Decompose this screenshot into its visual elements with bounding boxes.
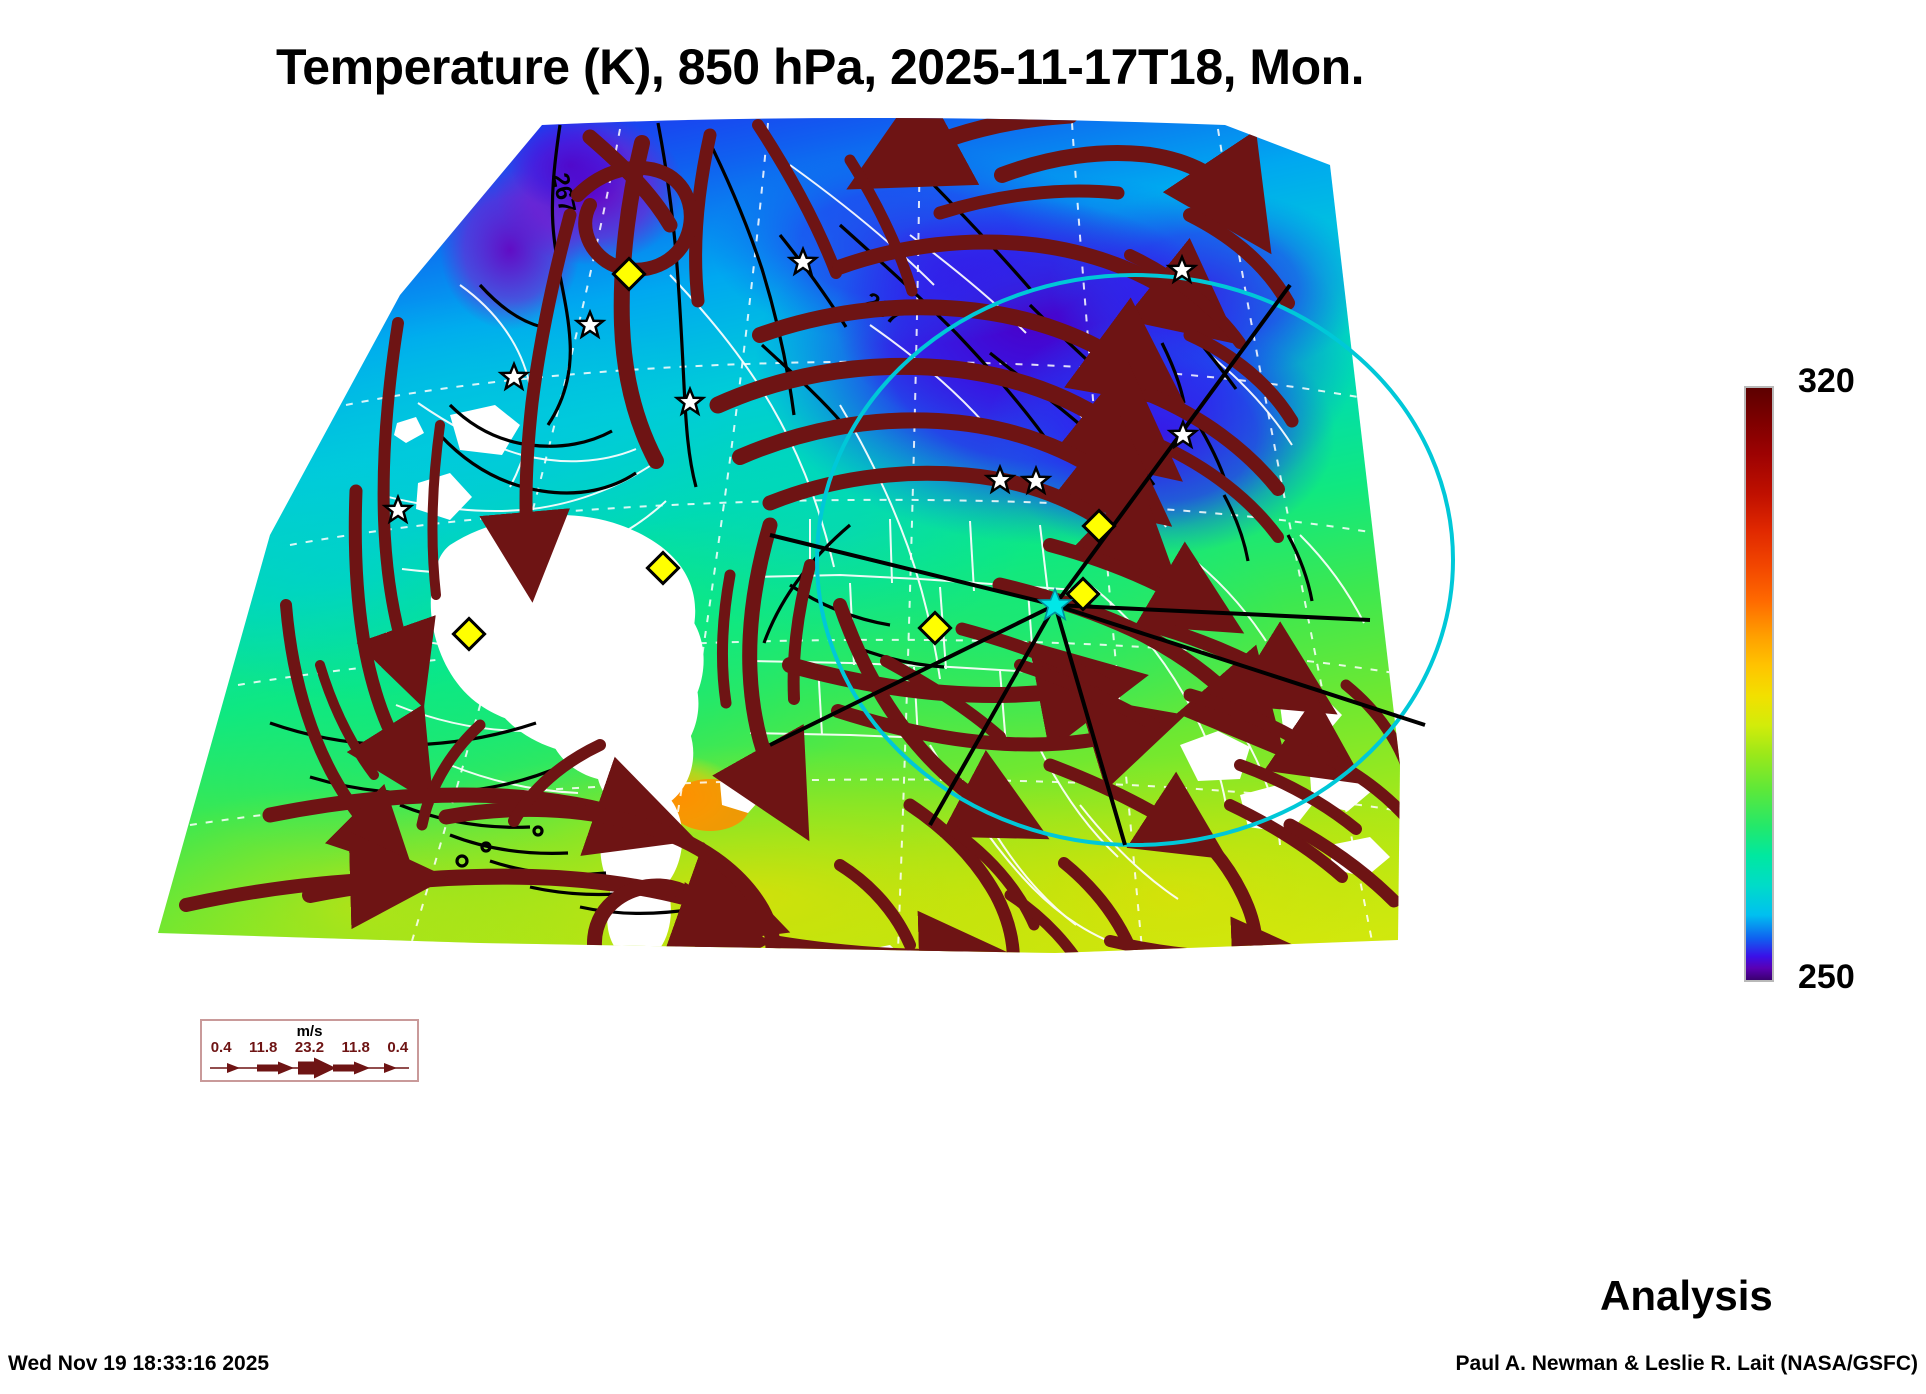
- site-marker-8[interactable]: [983, 463, 1017, 495]
- site-marker-5[interactable]: [673, 385, 707, 417]
- site-marker-2[interactable]: [1165, 253, 1199, 285]
- render-timestamp: Wed Nov 19 18:33:16 2025: [8, 1352, 270, 1375]
- station-marker-2[interactable]: [645, 550, 681, 586]
- center-site-marker[interactable]: [1036, 586, 1074, 622]
- flight-track-2[interactable]: [1054, 603, 1426, 727]
- wind-tick-1: 11.8: [249, 1039, 278, 1056]
- page-title: Temperature (K), 850 hPa, 2025-11-17T18,…: [275, 39, 1365, 95]
- wind-arrow-scale-icon: [210, 1057, 409, 1079]
- station-marker-3[interactable]: [451, 616, 487, 652]
- station-markers[interactable]: [451, 256, 1117, 652]
- wind-tick-0: 0.4: [210, 1039, 232, 1056]
- site-marker-3[interactable]: [573, 308, 607, 340]
- colorbar-max-label: 320: [1798, 362, 1855, 400]
- wind-streamlines: [179, 118, 1400, 953]
- flight-tracks[interactable]: [769, 283, 1426, 846]
- range-circle-outer[interactable]: [815, 273, 1455, 847]
- wind-tick-labels: 0.4 11.8 23.2 11.8 0.4: [202, 1039, 417, 1056]
- center-star-icon[interactable]: [1036, 586, 1074, 622]
- station-marker-4[interactable]: [1081, 508, 1117, 544]
- flight-track-1[interactable]: [1053, 283, 1292, 607]
- wind-tick-2: 23.2: [294, 1039, 325, 1056]
- range-circle[interactable]: [815, 273, 1455, 847]
- colorbar-panel[interactable]: 320 250: [1744, 362, 1924, 996]
- wind-tick-4: 0.4: [387, 1039, 409, 1056]
- colorbar-min-label: 250: [1798, 958, 1855, 996]
- site-marker-4[interactable]: [497, 360, 531, 392]
- map-plot[interactable]: 267 267: [150, 105, 1550, 1135]
- site-marker-9[interactable]: [1019, 464, 1053, 496]
- site-marker-6[interactable]: [381, 493, 415, 525]
- wind-tick-3: 11.8: [341, 1039, 370, 1056]
- colorbar-gradient[interactable]: [1744, 386, 1774, 982]
- wind-speed-legend: m/s 0.4 11.8 23.2 11.8 0.4: [200, 1019, 419, 1082]
- station-marker-6[interactable]: [917, 610, 953, 646]
- author-credit: Paul A. Newman & Leslie R. Lait (NASA/GS…: [1455, 1352, 1918, 1375]
- flight-track-3[interactable]: [769, 533, 1056, 607]
- flight-track-4[interactable]: [769, 603, 1056, 747]
- flight-track-5[interactable]: [1054, 603, 1371, 622]
- station-marker-5[interactable]: [1065, 576, 1101, 612]
- map-panel[interactable]: 267 267: [150, 105, 1550, 1135]
- site-marker-7[interactable]: [1166, 418, 1200, 450]
- flight-track-7[interactable]: [1053, 604, 1127, 846]
- flight-track-6[interactable]: [928, 604, 1057, 826]
- station-marker-1[interactable]: [611, 256, 647, 292]
- analysis-label: Analysis: [1600, 1272, 1773, 1319]
- site-markers[interactable]: [381, 245, 1200, 525]
- site-marker-1[interactable]: [786, 245, 820, 277]
- wind-units-label: m/s: [296, 1023, 323, 1040]
